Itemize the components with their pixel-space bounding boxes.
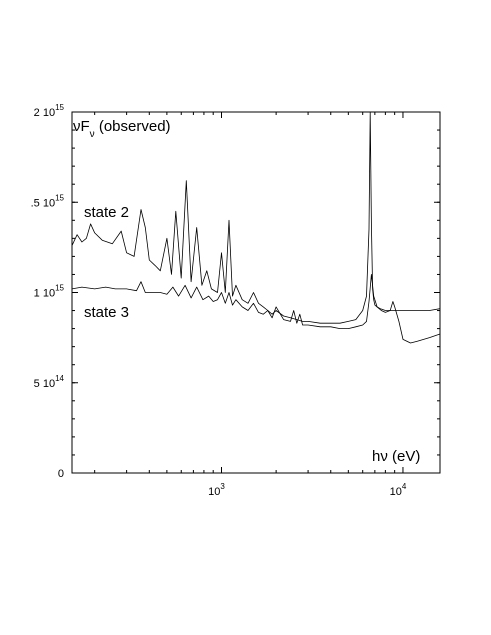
plot-frame [71,111,441,474]
y-tick-label: .5 1015 [31,193,65,209]
x-axis-label: hν (eV) [372,448,420,465]
x-tick-label: 104 [390,482,407,498]
series-line-2 [71,111,441,324]
series-line-3 [71,273,441,344]
series-label-state-2: state 2 [84,204,129,221]
y-tick-label: 5 1014 [34,374,65,390]
y-tick-label: 0 [58,468,64,480]
series-label-state-3: state 3 [84,304,129,321]
y-tick-label: 2 1015 [34,103,65,119]
y-tick-label: 1 1015 [34,284,65,300]
x-tick-label: 103 [208,482,225,498]
y-axis-label: νFν (observed) [73,118,171,140]
